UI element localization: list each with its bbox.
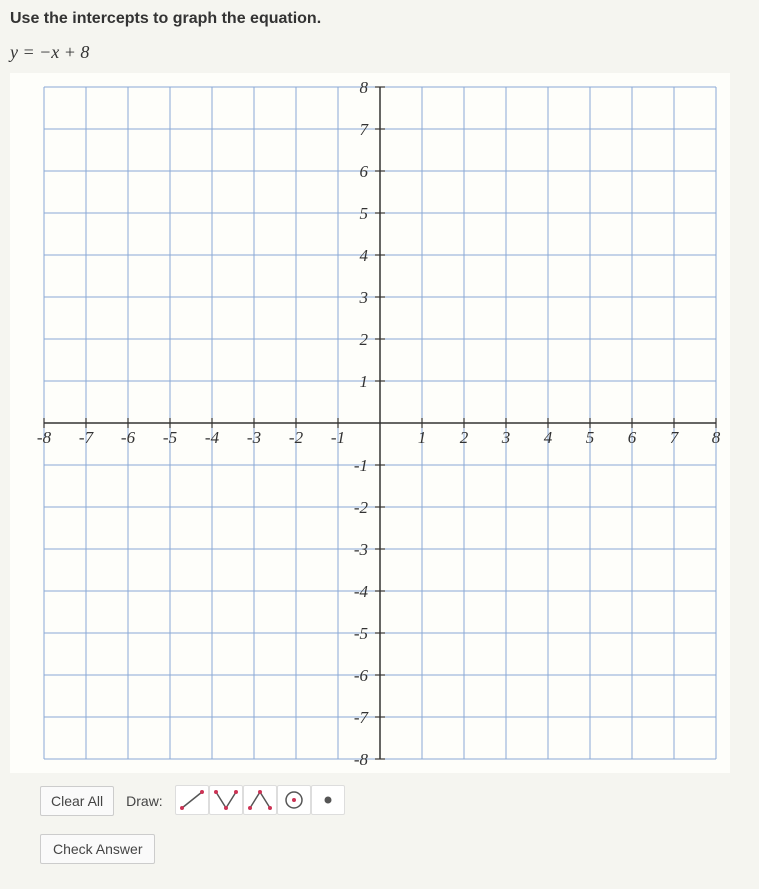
svg-text:3: 3 bbox=[501, 428, 511, 447]
svg-text:8: 8 bbox=[712, 428, 721, 447]
graph-svg: -8 -7 -6 -5 -4 -3 -2 -1 1 2 3 4 5 6 7 8 -8 -7 -6 -5 -4 -3 -2 -1… bbox=[10, 73, 730, 773]
svg-text:-1: -1 bbox=[331, 428, 345, 447]
svg-text:-2: -2 bbox=[289, 428, 304, 447]
svg-text:1: 1 bbox=[418, 428, 427, 447]
svg-text:-3: -3 bbox=[354, 540, 368, 559]
instruction-text: Use the intercepts to graph the equation… bbox=[10, 10, 749, 28]
open-up-tool-icon bbox=[213, 789, 239, 811]
open-up-tool[interactable] bbox=[209, 785, 243, 815]
check-answer-button[interactable]: Check Answer bbox=[40, 834, 155, 864]
svg-text:-4: -4 bbox=[205, 428, 220, 447]
svg-text:-8: -8 bbox=[354, 750, 369, 769]
svg-text:4: 4 bbox=[544, 428, 553, 447]
open-down-tool-icon bbox=[247, 789, 273, 811]
svg-text:6: 6 bbox=[360, 162, 369, 181]
svg-text:1: 1 bbox=[360, 372, 369, 391]
circle-tool[interactable] bbox=[277, 785, 311, 815]
draw-label: Draw: bbox=[126, 793, 163, 809]
svg-text:6: 6 bbox=[628, 428, 637, 447]
svg-text:-2: -2 bbox=[354, 498, 369, 517]
svg-text:-5: -5 bbox=[354, 624, 368, 643]
equation-text: y = −x + 8 bbox=[10, 42, 749, 63]
svg-text:-4: -4 bbox=[354, 582, 369, 601]
svg-text:8: 8 bbox=[360, 78, 369, 97]
svg-text:-7: -7 bbox=[354, 708, 370, 727]
svg-text:-5: -5 bbox=[163, 428, 177, 447]
svg-text:3: 3 bbox=[359, 288, 369, 307]
svg-text:-6: -6 bbox=[121, 428, 136, 447]
line-tool[interactable] bbox=[175, 785, 209, 815]
clear-all-button[interactable]: Clear All bbox=[40, 786, 114, 816]
svg-text:5: 5 bbox=[586, 428, 595, 447]
svg-text:2: 2 bbox=[360, 330, 369, 349]
line-tool-icon bbox=[179, 789, 205, 811]
svg-text:-7: -7 bbox=[79, 428, 95, 447]
circle-tool-icon bbox=[281, 789, 307, 811]
point-tool-icon bbox=[315, 789, 341, 811]
svg-text:-3: -3 bbox=[247, 428, 261, 447]
open-down-tool[interactable] bbox=[243, 785, 277, 815]
point-tool[interactable] bbox=[311, 785, 345, 815]
draw-toolbar: Clear All Draw: bbox=[10, 785, 749, 816]
svg-text:5: 5 bbox=[360, 204, 369, 223]
svg-text:7: 7 bbox=[670, 428, 680, 447]
graph-area[interactable]: -8 -7 -6 -5 -4 -3 -2 -1 1 2 3 4 5 6 7 8 -8 -7 -6 -5 -4 -3 -2 -1… bbox=[10, 73, 730, 773]
svg-text:4: 4 bbox=[360, 246, 369, 265]
svg-text:-6: -6 bbox=[354, 666, 369, 685]
svg-text:-1: -1 bbox=[354, 456, 368, 475]
svg-text:2: 2 bbox=[460, 428, 469, 447]
svg-text:-8: -8 bbox=[37, 428, 52, 447]
